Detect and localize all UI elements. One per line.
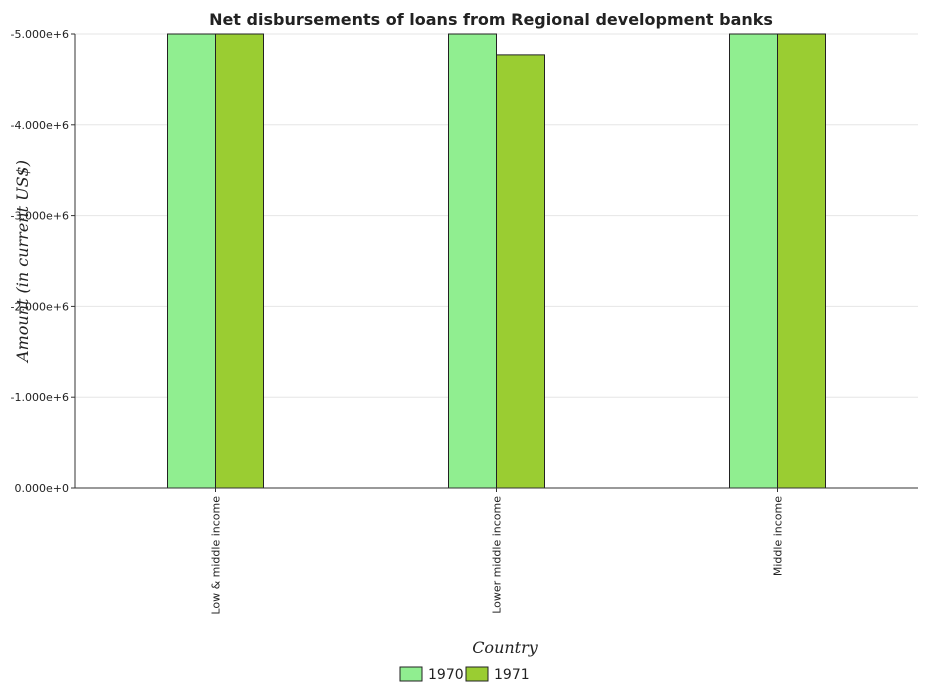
y-tick-label: -3.000e+6 <box>11 210 69 223</box>
y-ticks: 0.000e+0 -1.000e+6 -2.000e+6 -3.000e+6 -4.00… <box>11 28 75 495</box>
legend: 1970 1971 <box>399 666 530 683</box>
x-tick-label: Low & middle income <box>210 496 223 615</box>
x-ticks: Low & middle income Lower middle income Mi… <box>210 488 785 615</box>
x-tick-label: Lower middle income <box>491 496 504 614</box>
y-tick-label: -2.000e+6 <box>11 300 69 313</box>
bar-1971 <box>777 33 826 489</box>
y-tick-label: -1.000e+6 <box>11 391 69 404</box>
bar-1970 <box>729 33 778 489</box>
bar-1971 <box>215 33 264 489</box>
legend-label-1971: 1971 <box>494 667 530 683</box>
y-axis-label: Amount (in current US$) <box>13 160 32 364</box>
legend-swatch-1971 <box>465 666 489 682</box>
y-tick-label: -4.000e+6 <box>11 119 69 132</box>
bars <box>167 33 826 489</box>
bar-1970 <box>167 33 216 489</box>
legend-label-1970: 1970 <box>428 667 464 683</box>
bar-1970 <box>448 33 497 489</box>
chart-title: Net disbursements of loans from Regional… <box>209 10 773 29</box>
x-axis-label: Country <box>472 638 539 657</box>
y-tick-label: -5.000e+6 <box>11 28 69 41</box>
legend-swatch-1970 <box>399 666 423 682</box>
y-tick-label: 0.000e+0 <box>15 482 69 495</box>
x-tick-label: Middle income <box>772 496 785 576</box>
bar-1971 <box>496 54 545 489</box>
